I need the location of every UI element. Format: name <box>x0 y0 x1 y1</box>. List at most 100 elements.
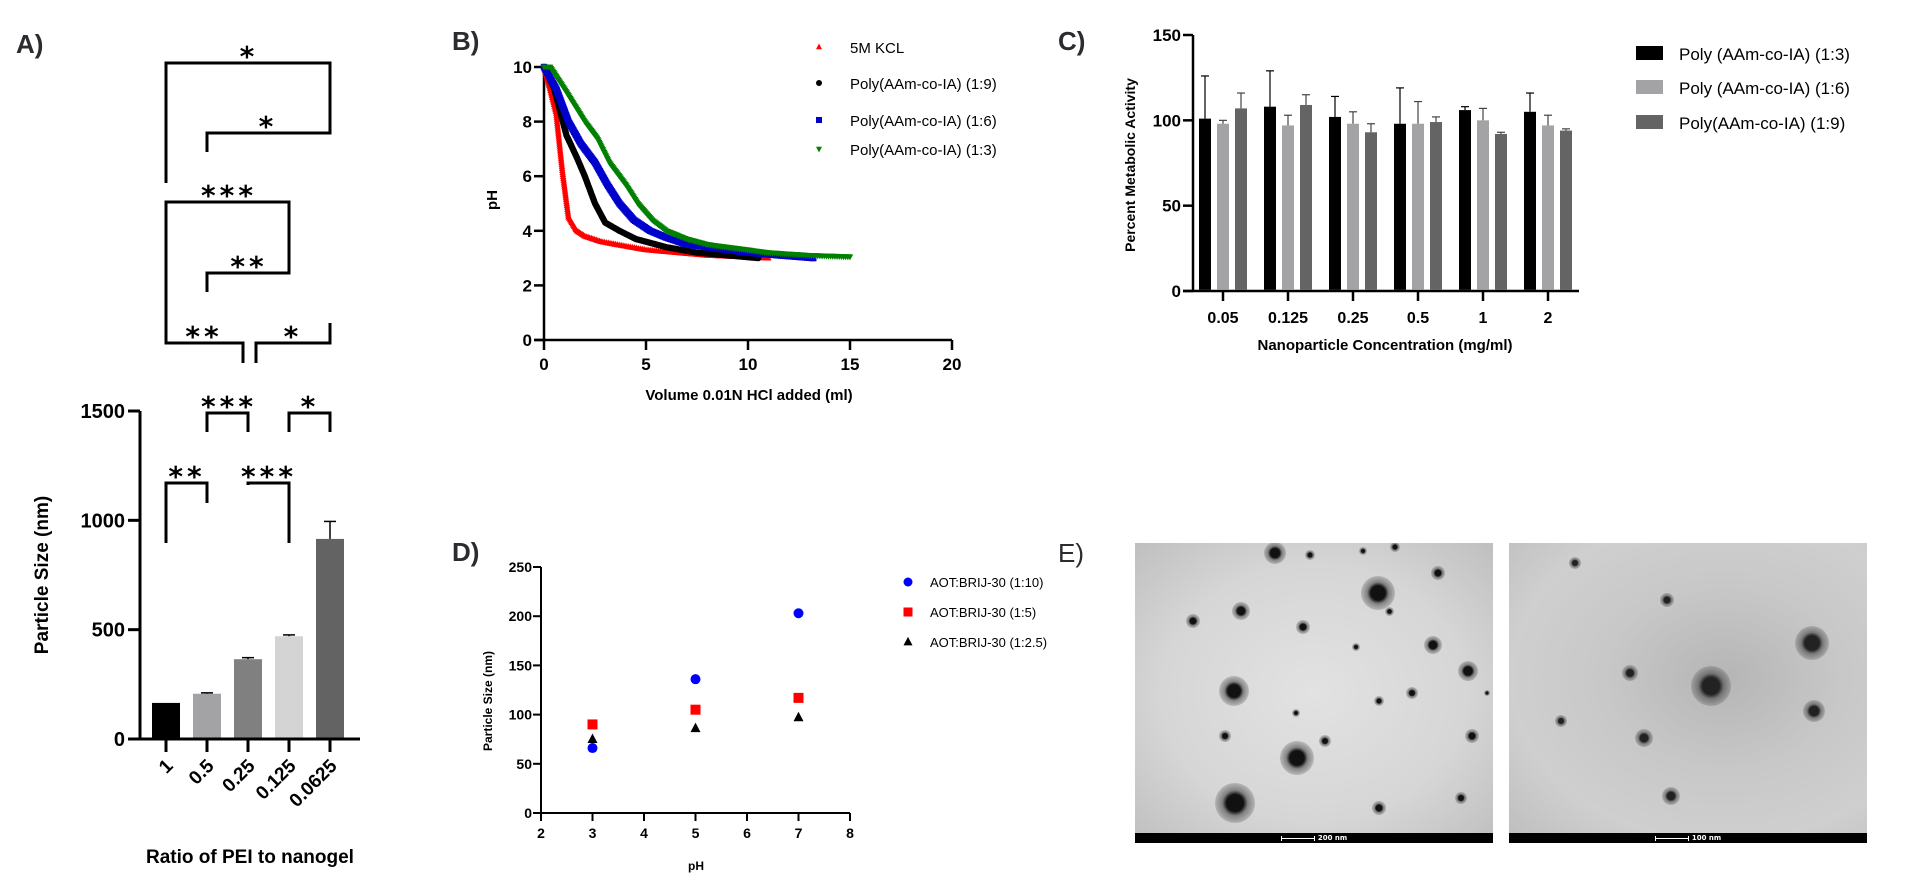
panel-label-c: C) <box>1058 26 1085 56</box>
panel-c-bar <box>1495 133 1507 290</box>
panel-d-y-tick-label: 200 <box>509 608 533 624</box>
panel-a-x-axis-title: Ratio of PEI to nanogel <box>146 847 354 868</box>
panel-c-legend-label: Poly (AAm-co-IA) (1:6) <box>1679 79 1850 98</box>
nanoparticle <box>1305 550 1315 560</box>
panel-b-series-2 <box>540 63 817 262</box>
nanoparticle <box>1691 666 1731 706</box>
panel-c-x-tick-label: 2 <box>1544 310 1553 327</box>
nanoparticle <box>1555 715 1567 727</box>
panel-b-legend-label: Poly(AAm-co-IA) (1:9) <box>850 76 997 93</box>
panel-d-y-tick-label: 250 <box>509 559 533 575</box>
panel-d-data-point <box>690 722 701 733</box>
panel-d-y-tick-label: 50 <box>516 756 532 772</box>
panel-c-bar <box>1560 130 1572 290</box>
nanoparticle <box>1361 576 1395 610</box>
panel-d-x-tick-label: 7 <box>795 825 803 841</box>
nanoparticle <box>1803 700 1825 722</box>
panel-b-legend-label: 5M KCL <box>850 40 904 57</box>
panel-c-legend-label: Poly (AAm-co-IA) (1:3) <box>1679 45 1850 64</box>
panel-d-legend-marker <box>903 577 913 587</box>
nanoparticle <box>1424 636 1442 654</box>
nanoparticle <box>1622 665 1638 681</box>
nanoparticle <box>1359 547 1367 555</box>
nanoparticle <box>1458 661 1478 681</box>
tem-image-100nm: 100 nm <box>1509 543 1867 843</box>
panel-d-x-tick-label: 4 <box>640 825 648 841</box>
panel-b-y-tick-label: 6 <box>523 167 532 186</box>
panel-a-bar <box>193 693 221 738</box>
panel-d-y-tick-label: 0 <box>524 805 532 821</box>
nanoparticle <box>1215 783 1255 823</box>
nanoparticle <box>1219 730 1231 742</box>
tem-image-200nm: 200 nm <box>1135 543 1493 843</box>
nanoparticle <box>1186 614 1200 628</box>
panel-a-bar <box>316 538 344 738</box>
panel-b-series-3 <box>540 64 854 261</box>
panel-a-significance-bracket <box>164 323 245 363</box>
panel-d-x-tick-label: 5 <box>692 825 700 841</box>
panel-label-d: D) <box>452 537 479 567</box>
panel-c-x-tick-label: 0.05 <box>1207 310 1238 327</box>
scale-bar-200nm: 200 nm <box>1135 833 1493 843</box>
nanoparticle <box>1264 543 1286 564</box>
panel-a-significance-label: *** <box>201 390 257 423</box>
panel-b-data-point <box>846 254 854 261</box>
panel-c-bar <box>1542 125 1554 290</box>
panel-c-grouped-bar-chart: 0 50 100 150 0.05 0.125 0.25 0.5 1 2 Poly (AAm-co-… <box>1122 26 1850 354</box>
panel-c-bar <box>1365 132 1377 290</box>
panel-d-data-point <box>793 692 804 703</box>
nanoparticle <box>1795 626 1829 660</box>
panel-c-y-tick-label: 50 <box>1162 197 1181 216</box>
panel-label-e: E) <box>1058 538 1084 568</box>
panel-d-legend-label: AOT:BRIJ-30 (1:10) <box>930 575 1043 590</box>
nanoparticle <box>1569 557 1581 569</box>
panel-c-legend-swatch <box>1636 80 1663 94</box>
panel-c-x-tick-label: 0.25 <box>1337 310 1368 327</box>
panel-c-y-tick-label: 150 <box>1153 26 1181 45</box>
panel-c-x-tick-label: 0.5 <box>1407 310 1429 327</box>
panel-label-a: A) <box>16 29 43 59</box>
panel-b-y-tick-label: 10 <box>513 58 532 77</box>
scale-bar-100nm: 100 nm <box>1509 833 1867 843</box>
panel-c-bar <box>1235 108 1247 290</box>
panel-b-y-tick-label: 4 <box>523 222 533 241</box>
nanoparticle <box>1662 787 1680 805</box>
panel-a-significance-label: * <box>240 40 259 73</box>
nanoparticle <box>1660 593 1674 607</box>
panel-a-y-tick-label: 1500 <box>81 401 126 423</box>
panel-d-x-tick-label: 8 <box>846 825 854 841</box>
panel-c-bar <box>1282 125 1294 290</box>
panel-b-x-tick-label: 0 <box>539 355 548 374</box>
panel-d-data-point <box>587 719 598 730</box>
nanoparticle <box>1292 709 1300 717</box>
nanoparticle <box>1455 792 1467 804</box>
panel-d-data-point <box>793 608 804 619</box>
panel-c-legend-label: Poly(AAm-co-IA) (1:9) <box>1679 114 1845 133</box>
panel-d-legend-label: AOT:BRIJ-30 (1:2.5) <box>930 635 1047 650</box>
panel-b-x-axis-title: Volume 0.01N HCl added (ml) <box>645 387 852 404</box>
panel-d-x-axis-title: pH <box>688 859 704 873</box>
nanoparticle <box>1374 696 1384 706</box>
nanoparticle <box>1372 801 1386 815</box>
panel-d-y-axis-title: Particle Size (nm) <box>481 651 495 751</box>
panel-a-y-axis-title: Particle Size (nm) <box>32 496 53 654</box>
panel-c-x-tick-label: 0.125 <box>1268 310 1308 327</box>
panel-b-legend-marker <box>816 117 822 123</box>
panel-a-y-tick-label: 1000 <box>81 510 126 532</box>
panel-c-legend-swatch <box>1636 115 1663 129</box>
nanoparticle <box>1232 602 1250 620</box>
panel-a-significance-label: * <box>259 110 278 143</box>
panel-a-significance-label: * <box>284 320 303 353</box>
panel-a-significance-label: *** <box>241 460 297 493</box>
panel-d-data-point <box>587 733 598 743</box>
panel-b-y-tick-label: 0 <box>523 331 532 350</box>
panel-a-significance-bracket <box>164 200 291 323</box>
panel-c-bar <box>1430 122 1442 290</box>
panel-a-significance-bracket <box>246 481 291 543</box>
panel-a-significance-bracket <box>287 411 332 432</box>
nanoparticle <box>1431 566 1445 580</box>
panel-c-bar <box>1412 123 1424 290</box>
nanoparticle <box>1390 543 1400 552</box>
nanoparticle <box>1384 606 1394 616</box>
panel-c-bar <box>1217 123 1229 290</box>
